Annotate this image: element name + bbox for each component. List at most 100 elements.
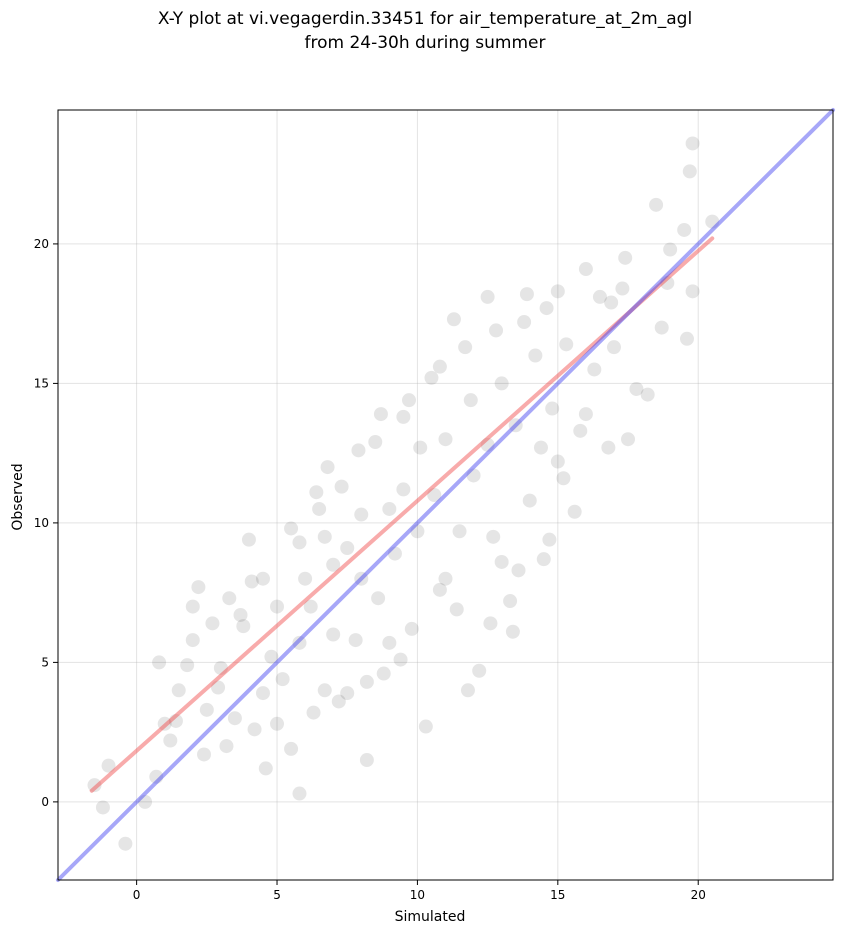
y-axis-label: Observed [10,463,26,530]
scatter-point [118,836,133,851]
scatter-point [222,591,237,606]
scatter-point [550,454,565,469]
scatter-point [601,440,616,455]
scatter-point [275,672,290,687]
scatter-point [663,242,678,257]
scatter-point [679,331,694,346]
scatter-point [550,284,565,299]
x-tick-label: 10 [410,888,425,902]
scatter-point [559,337,574,352]
scatter-point [138,794,153,809]
scatter-point [149,769,164,784]
scatter-point [685,136,700,151]
scatter-point [168,713,183,728]
scatter-point [438,432,453,447]
scatter-point [348,633,363,648]
scatter-point [326,557,341,572]
scatter-point [359,674,374,689]
y-tick-label: 15 [34,376,49,390]
scatter-point [621,432,636,447]
scatter-point [452,524,467,539]
scatter-point [401,393,416,408]
scatter-point [171,683,186,698]
scatter-point [494,554,509,569]
scatter-point [258,761,273,776]
scatter-point [298,571,313,586]
scatter-point [354,571,369,586]
scatter-point [508,418,523,433]
scatter-point [152,655,167,670]
scatter-point [660,275,675,290]
scatter-point [587,362,602,377]
scatter-point [292,786,307,801]
scatter-point [368,434,383,449]
scatter-point [517,315,532,330]
scatter-point [503,594,518,609]
scatter-point [458,340,473,355]
scatter-point [270,716,285,731]
scatter-point [480,289,495,304]
scatter-point [359,753,374,768]
scatter-point [284,741,299,756]
scatter-point [312,501,327,516]
scatter-point [539,301,554,316]
scatter-point [185,599,200,614]
scatter-point [211,680,226,695]
scatter-point [340,541,355,556]
scatter-point [705,214,720,229]
x-tick-label: 0 [133,888,141,902]
scatter-point [101,758,116,773]
scatter-point [418,719,433,734]
x-tick-label: 15 [550,888,565,902]
scatter-point [533,440,548,455]
scatter-point [578,407,593,422]
scatter-point [682,164,697,179]
title-line-2: from 24-30h during summer [305,33,546,53]
y-tick-label: 0 [41,795,49,809]
scatter-point [303,599,318,614]
scatter-point [472,663,487,678]
scatter-point [233,607,248,622]
scatter-point [227,711,242,726]
scatter-point [438,571,453,586]
scatter-point [241,532,256,547]
y-tick-label: 20 [34,237,49,251]
scatter-point [284,521,299,536]
scatter-point [432,359,447,374]
scatter-point [197,747,212,762]
scatter-point [213,660,228,675]
scatter-point [309,485,324,500]
scatter-point [163,733,178,748]
scatter-point [317,683,332,698]
scatter-point [382,501,397,516]
scatter-point [244,574,259,589]
scatter-point [578,262,593,277]
scatter-point [567,504,582,519]
scatter-point [180,658,195,673]
scatter-point [505,624,520,639]
scatter-point [424,370,439,385]
scatter-point [95,800,110,815]
scatter-point [449,602,464,617]
scatter-point [185,633,200,648]
scatter-point [573,423,588,438]
scatter-point [373,407,388,422]
grid [58,110,833,880]
scatter-point [489,323,504,338]
scatter-point [247,722,262,737]
scatter-point [432,582,447,597]
reference-line [89,236,715,793]
scatter-point [270,599,285,614]
scatter-point [351,443,366,458]
scatter-point [494,376,509,391]
scatter-point [199,702,214,717]
plot-frame [57,109,834,881]
scatter-point [685,284,700,299]
scatter-point [460,683,475,698]
reference-lines [56,108,835,882]
scatter-point [393,652,408,667]
scatter-point [340,686,355,701]
scatter-point [306,705,321,720]
scatter-point [264,649,279,664]
